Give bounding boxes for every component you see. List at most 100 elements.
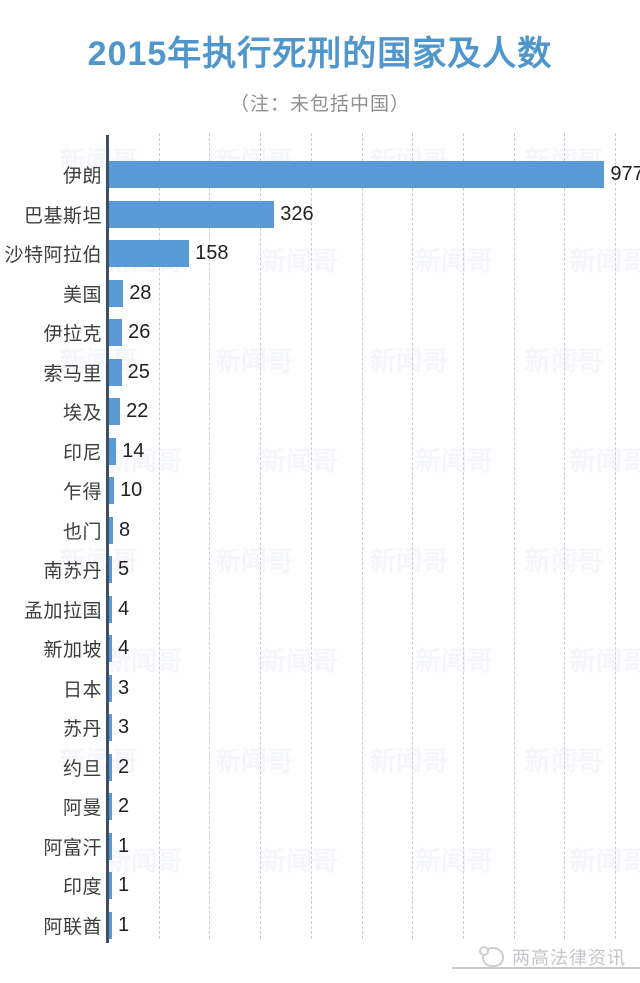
- category-label: 阿联酋: [43, 916, 102, 938]
- bar-row: 日本 3: [0, 669, 640, 709]
- bar-row: 苏丹 3: [0, 708, 640, 748]
- gridline: [462, 133, 464, 939]
- bar-row: 约旦 2: [0, 748, 640, 788]
- value-label: 14: [122, 439, 145, 462]
- bar-row: 印度 1: [0, 866, 640, 906]
- value-label: 3: [118, 716, 130, 739]
- category-label: 埃及: [62, 403, 102, 425]
- bars-container: 伊朗 977 巴基斯坦 326 沙特阿拉伯 158 美国 28 伊拉克 26 索马里 25 埃及 22 印尼…: [0, 155, 640, 945]
- value-label: 977: [610, 163, 640, 186]
- bar: [109, 556, 112, 584]
- bar: [109, 872, 112, 900]
- bar: [109, 358, 122, 386]
- category-label: 乍得: [62, 482, 102, 504]
- category-label: 索马里: [43, 363, 102, 385]
- value-label: 2: [118, 755, 130, 778]
- value-label: 1: [118, 874, 130, 897]
- value-label: 326: [280, 202, 314, 225]
- bar: [109, 200, 275, 228]
- chart-subtitle: （注：未包括中国）: [229, 94, 410, 115]
- bar: [109, 319, 123, 347]
- bar: [109, 793, 112, 821]
- bar: [109, 714, 112, 742]
- category-label: 美国: [62, 284, 102, 306]
- category-label: 印尼: [62, 442, 102, 464]
- bar-row: 阿联酋 1: [0, 906, 640, 946]
- category-label: 伊朗: [62, 166, 102, 188]
- category-label: 约旦: [62, 758, 102, 780]
- value-label: 28: [129, 281, 152, 304]
- bar-chart: 新闻哥 新闻哥 新闻哥 新闻哥 新闻哥 新闻哥 新闻哥 新闻哥 新闻哥 新闻哥 新闻哥 新闻哥 新闻哥新…: [0, 133, 640, 945]
- gridline: [158, 133, 160, 939]
- bar: [109, 240, 190, 268]
- category-label: 伊拉克: [43, 324, 102, 346]
- gridline: [564, 133, 566, 939]
- bottom-divider: [452, 967, 640, 969]
- bar: [109, 477, 115, 505]
- bar-row: 乍得 10: [0, 471, 640, 511]
- bar: [109, 398, 121, 426]
- gridline: [615, 133, 616, 939]
- chart-title: 2015年执行死刑的国家及人数: [87, 35, 553, 73]
- category-label: 阿富汗: [43, 837, 102, 859]
- category-label: 新加坡: [43, 640, 102, 662]
- bar: [109, 516, 114, 544]
- bar-row: 伊朗 977: [0, 155, 640, 195]
- gridline: [513, 133, 515, 939]
- value-label: 4: [118, 597, 130, 620]
- value-label: 10: [120, 479, 143, 502]
- bar: [109, 635, 112, 663]
- category-label: 巴基斯坦: [23, 205, 102, 227]
- bar-row: 伊拉克 26: [0, 313, 640, 353]
- bar: [109, 832, 112, 860]
- category-label: 印度: [62, 877, 102, 899]
- bar-row: 埃及 22: [0, 392, 640, 432]
- value-label: 2: [118, 795, 130, 818]
- publisher-name: 两高法律资讯: [512, 948, 626, 968]
- gridline: [209, 133, 211, 939]
- bar-row: 南苏丹 5: [0, 550, 640, 590]
- bar-row: 孟加拉国 4: [0, 590, 640, 630]
- value-label: 5: [118, 558, 130, 581]
- bar: [109, 437, 117, 465]
- bar-row: 阿曼 2: [0, 787, 640, 827]
- category-label: 苏丹: [62, 719, 102, 741]
- gridline: [412, 133, 414, 939]
- bar-row: 索马里 25: [0, 353, 640, 393]
- bar-row: 巴基斯坦 326: [0, 195, 640, 235]
- bar-row: 沙特阿拉伯 158: [0, 234, 640, 274]
- bar: [109, 674, 112, 702]
- value-label: 1: [118, 834, 130, 857]
- category-label: 日本: [62, 679, 102, 701]
- bar: [109, 595, 112, 623]
- value-label: 26: [128, 321, 151, 344]
- bar: [109, 279, 124, 307]
- value-label: 22: [126, 400, 149, 423]
- value-label: 158: [195, 242, 229, 265]
- bar-row: 也门 8: [0, 511, 640, 551]
- gridline: [361, 133, 363, 939]
- category-label: 也门: [62, 521, 102, 543]
- publisher-credit: 两高法律资讯: [479, 944, 626, 970]
- bar-row: 印尼 14: [0, 432, 640, 472]
- bar-row: 新加坡 4: [0, 629, 640, 669]
- bar: [109, 911, 112, 939]
- value-label: 8: [119, 518, 131, 541]
- bar: [109, 161, 605, 189]
- value-label: 1: [118, 913, 130, 936]
- category-label: 南苏丹: [43, 561, 102, 583]
- category-label: 阿曼: [62, 798, 102, 820]
- bar-row: 美国 28: [0, 274, 640, 314]
- bar-row: 阿富汗 1: [0, 827, 640, 867]
- publisher-logo-icon: [479, 946, 504, 967]
- bar: [109, 753, 112, 781]
- y-axis-line: [106, 135, 109, 943]
- gridline: [260, 133, 262, 939]
- gridline: [310, 133, 312, 939]
- value-label: 3: [118, 676, 130, 699]
- value-label: 25: [127, 360, 150, 383]
- value-label: 4: [118, 637, 130, 660]
- category-label: 沙特阿拉伯: [4, 245, 102, 267]
- category-label: 孟加拉国: [23, 600, 102, 622]
